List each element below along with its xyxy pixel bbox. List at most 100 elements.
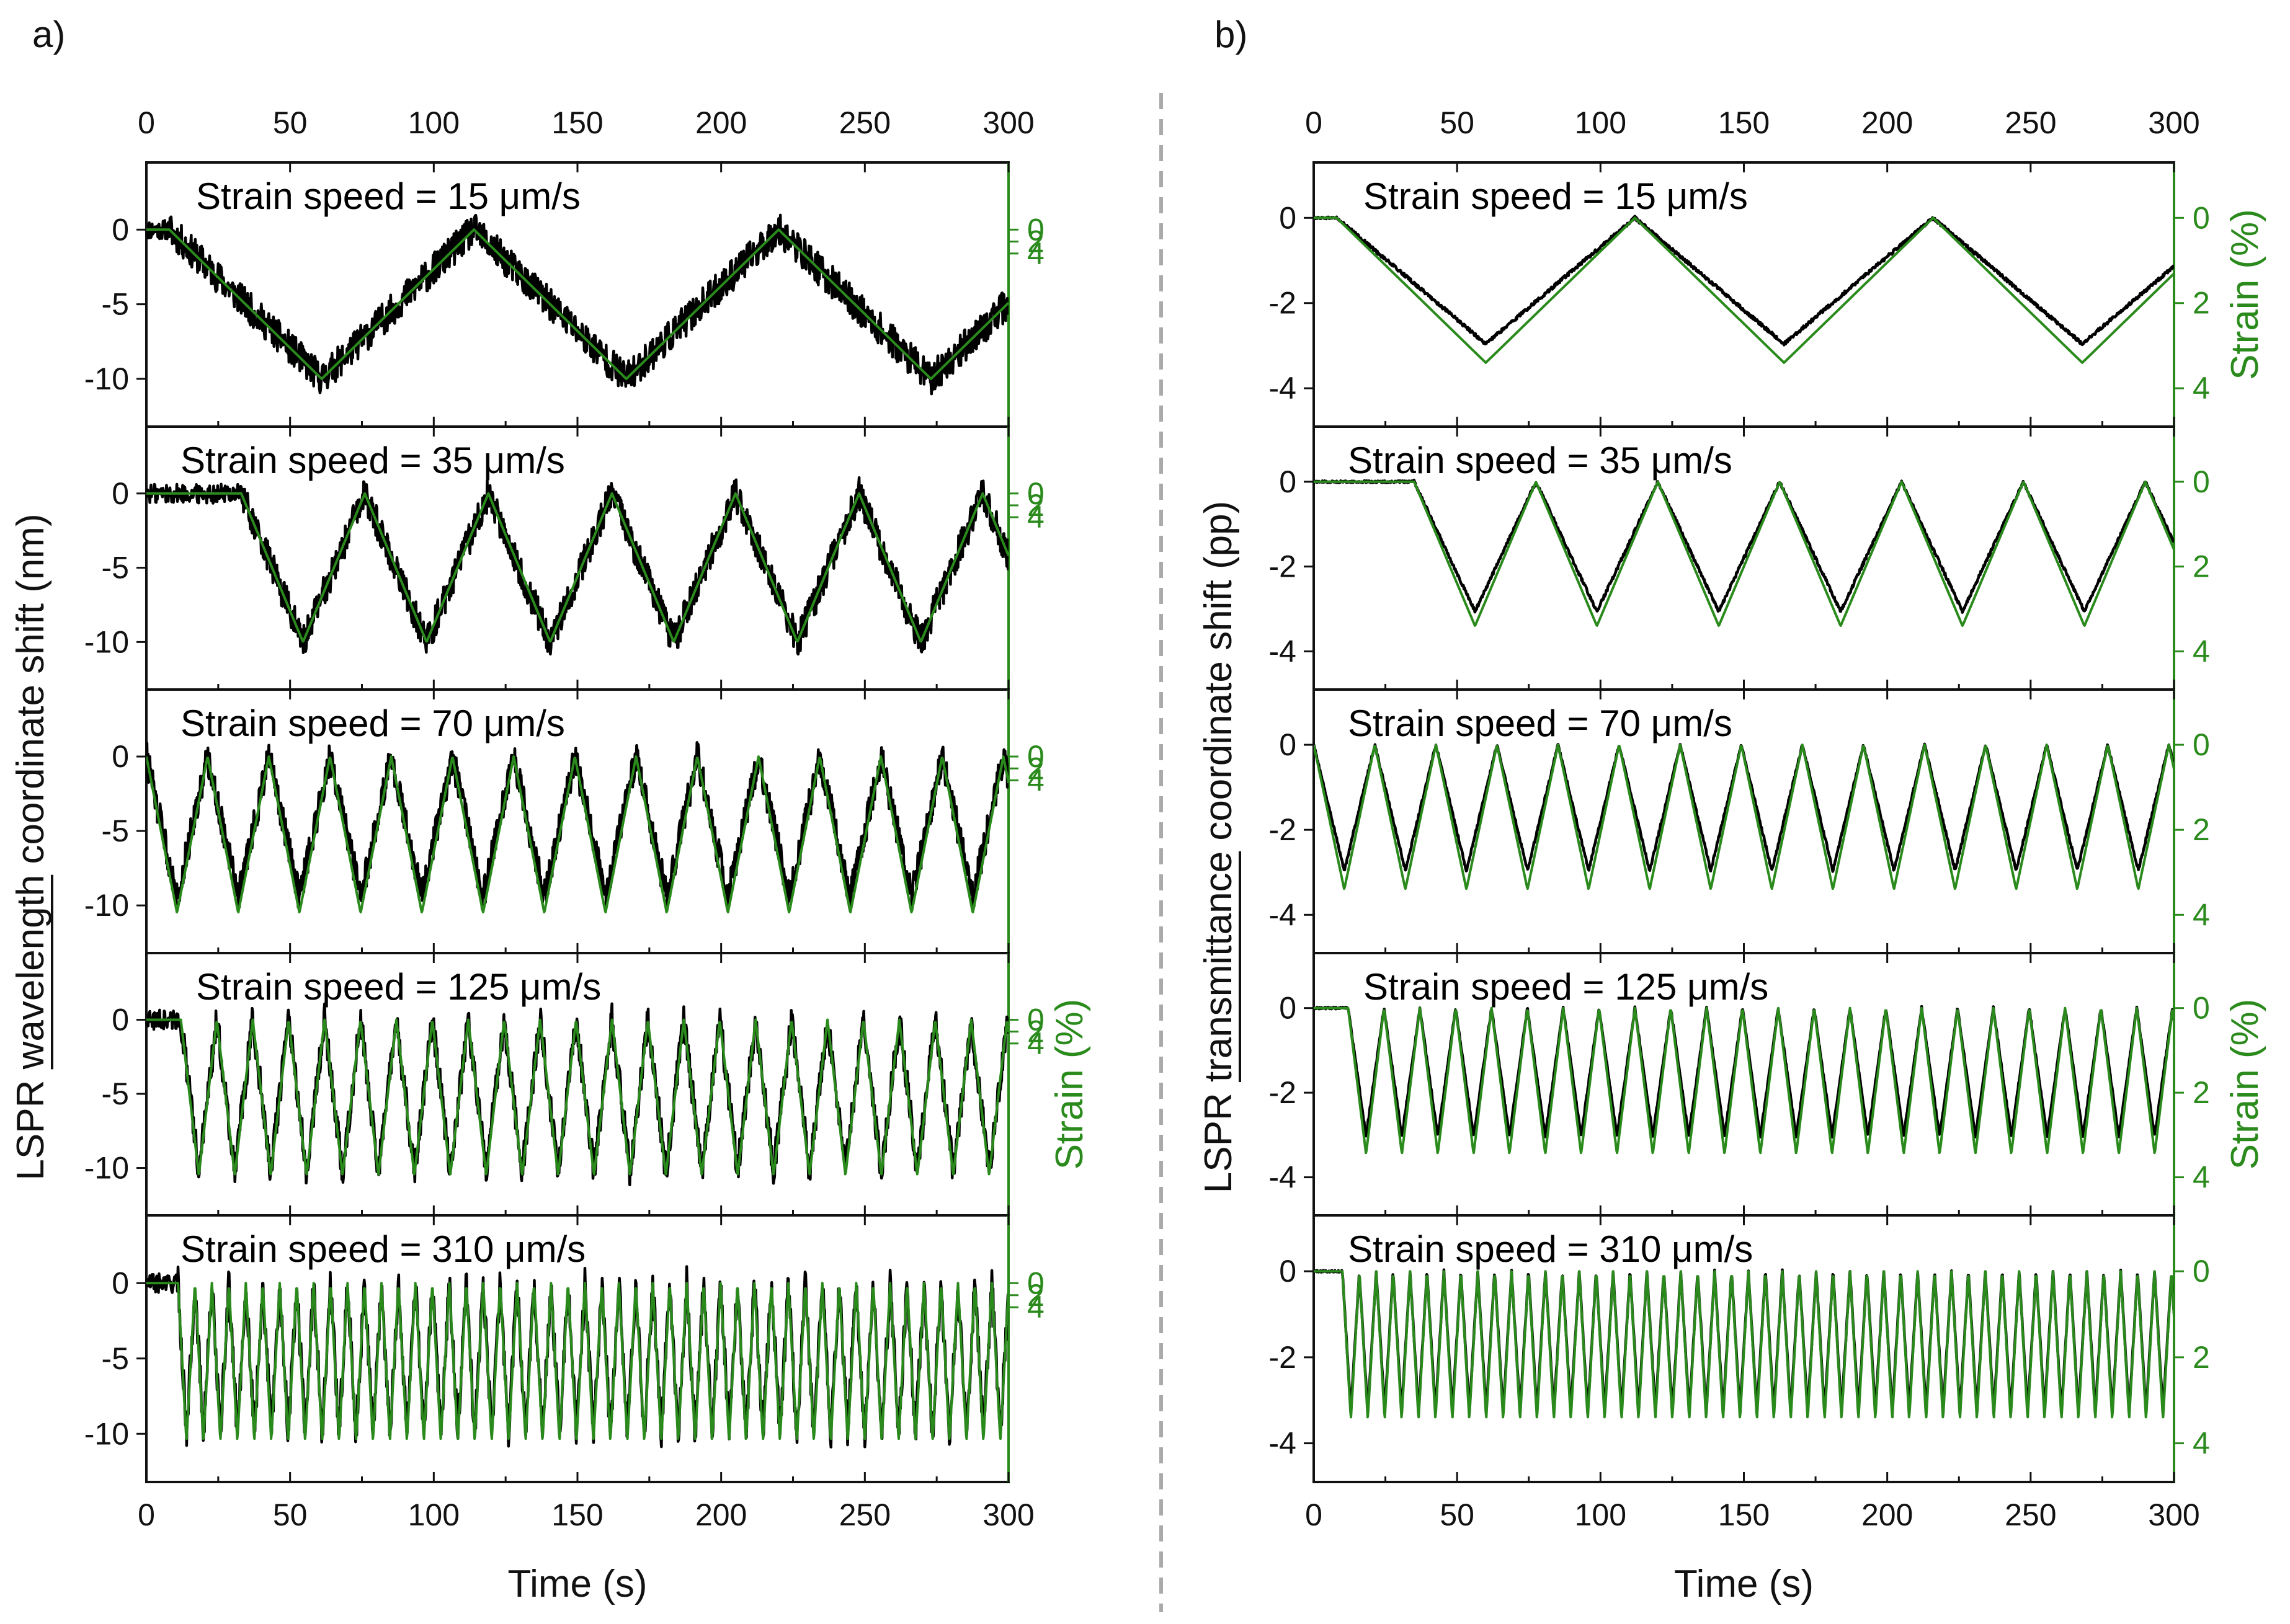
strain-tick-label: 2 [1027, 1014, 1045, 1049]
strain-tick-label: 2 [1027, 224, 1045, 259]
strain-tick-label: 0 [1027, 1003, 1045, 1037]
series-lspr-shift [1314, 479, 2174, 614]
subplot-title: Strain speed = 125 μm/s [1363, 966, 1768, 1008]
subplot-15: -4 -2 0 0 2 4 Strain speed = 15 μm/s Strain (%) [1269, 161, 2266, 428]
top-axis-tick-label: 100 [408, 105, 460, 140]
top-axis-tick-label: 300 [982, 105, 1034, 140]
bottom-axis-tick-label: 100 [408, 1498, 460, 1532]
top-axis-tick-label: 150 [1718, 105, 1770, 140]
y-tick-label: -5 [102, 1341, 129, 1376]
y-tick-label: 0 [112, 212, 129, 247]
top-axis-tick-label: 50 [273, 105, 308, 140]
strain-tick-label: 4 [1027, 236, 1045, 271]
y-tick-label: -10 [84, 362, 129, 396]
subplot-70: -4 -2 0 0 2 4 Strain speed = 70 μm/s [1269, 688, 2210, 954]
y-tick-label: 0 [1279, 200, 1296, 235]
strain-tick-label: 4 [2193, 634, 2210, 668]
top-axis-tick-label: 0 [1305, 105, 1322, 140]
subplot-title: Strain speed = 35 μm/s [1348, 440, 1732, 481]
series-strain [146, 755, 1009, 913]
y-tick-label: -4 [1269, 1426, 1296, 1461]
y-tick-label: -5 [102, 814, 129, 848]
subplot-title: Strain speed = 125 μm/s [196, 966, 601, 1008]
y-tick-label: -2 [1269, 286, 1296, 321]
top-axis-tick-label: 250 [2005, 105, 2056, 140]
bottom-axis-tick-label: 300 [982, 1498, 1034, 1532]
bottom-axis-tick-label: 100 [1575, 1498, 1626, 1532]
series-lspr-shift [146, 476, 1009, 656]
strain-tick-label: 2 [2193, 1075, 2210, 1110]
y-tick-label: 0 [112, 1003, 129, 1037]
y-tick-label: -2 [1269, 549, 1296, 584]
strain-tick-label: 2 [2193, 286, 2210, 321]
panel-label: b) [1214, 14, 1247, 55]
y-tick-label: -4 [1269, 1160, 1296, 1195]
series-strain [146, 228, 1009, 380]
strain-tick-label: 4 [2193, 897, 2210, 932]
subplot-310: -4 -2 0 0 2 4 Strain speed = 310 μm/s [1269, 1214, 2210, 1483]
strain-axis-label: Strain (%) [2224, 209, 2266, 380]
top-axis-tick-label: 200 [1861, 105, 1913, 140]
y-axis-label: LSPR transmittance coordinate shift (pp) [1197, 501, 1240, 1194]
y-tick-label: -10 [84, 888, 129, 923]
y-tick-label: 0 [1279, 727, 1296, 762]
series-strain [1314, 1270, 2174, 1419]
y-tick-label: -10 [84, 624, 129, 659]
top-axis-tick-label: 250 [839, 105, 891, 140]
series-lspr-shift [1314, 215, 2174, 347]
strain-tick-label: 4 [2193, 371, 2210, 406]
subplot-title: Strain speed = 15 μm/s [1363, 175, 1748, 217]
bottom-axis-tick-label: 250 [839, 1498, 891, 1532]
series-lspr-shift [146, 741, 1009, 912]
bottom-axis-tick-label: 50 [1440, 1498, 1474, 1532]
top-axis-tick-label: 150 [551, 105, 603, 140]
top-axis-tick-label: 100 [1575, 105, 1626, 140]
y-tick-label: 0 [1279, 464, 1296, 499]
series-strain [1314, 216, 2174, 364]
subplot-title: Strain speed = 310 μm/s [1348, 1228, 1753, 1270]
strain-tick-label: 4 [1027, 763, 1045, 797]
bottom-axis-tick-label: 0 [138, 1498, 155, 1532]
strain-tick-label: 2 [2193, 549, 2210, 584]
x-axis-label: Time (s) [1674, 1563, 1814, 1605]
y-tick-label: 0 [112, 476, 129, 511]
series-strain [146, 492, 1009, 643]
y-tick-label: -4 [1269, 634, 1296, 668]
y-tick-label: 0 [1279, 991, 1296, 1026]
x-axis-label: Time (s) [508, 1563, 648, 1605]
subplot-title: Strain speed = 70 μm/s [1348, 703, 1732, 744]
strain-tick-label: 2 [2193, 812, 2210, 847]
bottom-axis-tick-label: 300 [2148, 1498, 2199, 1532]
subplot-125: -4 -2 0 0 2 4 Strain speed = 125 μm/s Strain (%… [1269, 952, 2266, 1217]
strain-tick-label: 2 [2193, 1340, 2210, 1375]
strain-tick-label: 2 [1027, 488, 1045, 523]
y-tick-label: -5 [102, 551, 129, 585]
strain-tick-label: 0 [1027, 476, 1045, 511]
subplot-title: Strain speed = 15 μm/s [196, 175, 581, 217]
strain-tick-label: 4 [2193, 1426, 2210, 1461]
strain-tick-label: 2 [1027, 1278, 1045, 1313]
series-strain [146, 1018, 1009, 1176]
y-tick-label: -10 [84, 1416, 129, 1451]
subplot-title: Strain speed = 310 μm/s [180, 1228, 586, 1270]
bottom-axis-tick-label: 150 [551, 1498, 603, 1532]
y-tick-label: -2 [1269, 812, 1296, 847]
strain-tick-label: 2 [1027, 751, 1045, 786]
y-tick-label: -5 [102, 287, 129, 322]
strain-tick-label: 4 [1027, 500, 1045, 535]
series-strain [1314, 1006, 2174, 1155]
bottom-axis-tick-label: 250 [2005, 1498, 2056, 1532]
strain-tick-label: 0 [1027, 212, 1045, 247]
top-axis-tick-label: 0 [138, 105, 155, 140]
strain-tick-label: 4 [1027, 1026, 1045, 1061]
y-tick-label: -2 [1269, 1340, 1296, 1375]
series-strain [1314, 743, 2174, 890]
y-tick-label: -4 [1269, 897, 1296, 932]
strain-tick-label: 4 [2193, 1160, 2210, 1195]
strain-tick-label: 0 [2193, 991, 2210, 1026]
